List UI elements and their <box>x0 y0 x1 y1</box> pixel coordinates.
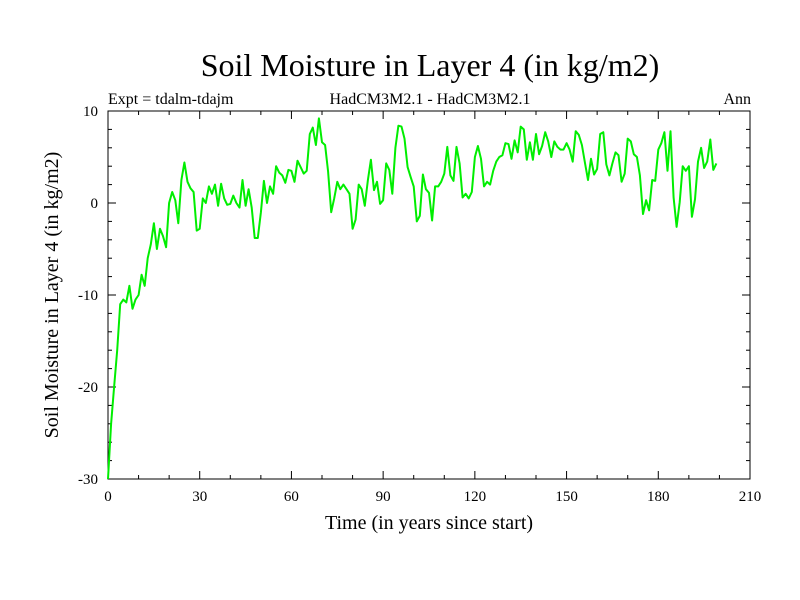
y-tick-labels: -30 -20 -10 0 10 <box>78 104 98 488</box>
chart-subtitle-right: Ann <box>723 91 751 108</box>
x-tick-label: 90 <box>376 489 391 505</box>
y-tick-label: -20 <box>78 380 98 396</box>
y-tick-label: -30 <box>78 472 98 488</box>
x-tick-label: 210 <box>739 489 762 505</box>
x-tick-labels: 0 30 60 90 120 150 180 210 <box>104 489 761 505</box>
x-tick-label: 30 <box>192 489 207 505</box>
x-tick-label: 120 <box>464 489 487 505</box>
x-axis-label: Time (in years since start) <box>325 512 533 534</box>
x-tick-label: 150 <box>555 489 578 505</box>
y-tick-label: -10 <box>78 288 98 304</box>
chart-subtitle-left: Expt = tdalm-tdajm <box>108 91 234 108</box>
y-axis-label: Soil Moisture in Layer 4 (in kg/m2) <box>41 152 63 439</box>
x-tick-label: 0 <box>104 489 112 505</box>
y-tick-label: 10 <box>83 104 98 120</box>
plot-frame <box>107 110 751 480</box>
x-tick-label: 60 <box>284 489 299 505</box>
axis-ticks <box>107 110 751 480</box>
chart-title: Soil Moisture in Layer 4 (in kg/m2) <box>201 47 660 83</box>
chart-subtitle-center: HadCM3M2.1 - HadCM3M2.1 <box>330 91 531 108</box>
series-line <box>107 117 718 480</box>
x-tick-label: 180 <box>647 489 670 505</box>
y-tick-label: 0 <box>91 196 99 212</box>
